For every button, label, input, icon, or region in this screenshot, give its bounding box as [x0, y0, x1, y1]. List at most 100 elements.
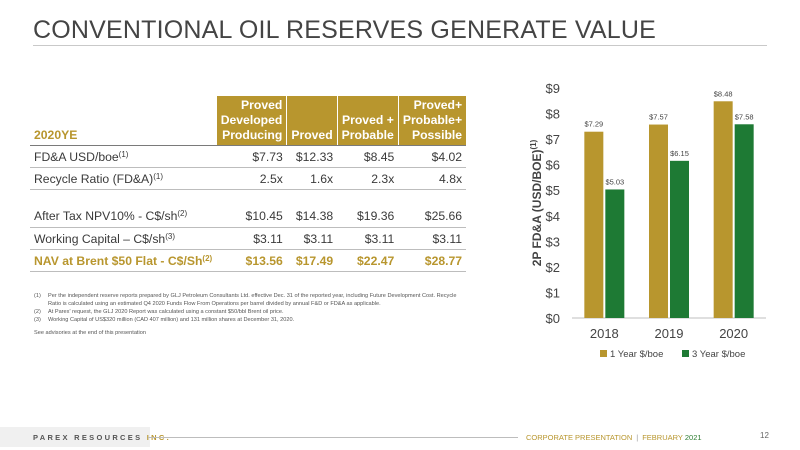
y-tick-label: $2: [546, 260, 560, 275]
bar-one-year: [649, 124, 668, 318]
data-label: $6.15: [670, 149, 689, 158]
fda-bar-chart: $0 $1 $2 $3 $4 $5 $6 $7 $8 $9 2P FD&A (USD/BOE)(1)…: [529, 81, 766, 360]
y-tick-label: $5: [546, 183, 560, 198]
data-label: $7.29: [584, 120, 603, 129]
row-label-text: After Tax NPV10% - C$/sh: [34, 209, 178, 224]
row-footnote-ref: (3): [165, 231, 175, 241]
y-axis-title-footnote: (1): [529, 139, 538, 149]
table-row-nav: NAV at Brent $50 Flat - C$/Sh(2) $13.56 …: [30, 249, 467, 272]
title-divider: [33, 45, 767, 46]
spacer-cell: [30, 190, 466, 206]
x-tick-label: 2018: [590, 326, 619, 341]
table-cell: 1.6x: [286, 167, 338, 190]
table-cell: $17.49: [286, 249, 338, 272]
bar-three-year: [734, 124, 754, 319]
bar-one-year: [584, 131, 604, 318]
table-row: After Tax NPV10% - C$/sh(2) $10.45 $14.3…: [30, 205, 467, 228]
y-tick-label: $1: [546, 285, 560, 300]
table-cell: $8.45: [337, 145, 399, 168]
table-cell: $3.11: [398, 227, 467, 250]
table-cell: $19.36: [337, 205, 399, 228]
legend-swatch: [682, 350, 689, 357]
advisory-note: See advisories at the end of this presen…: [34, 330, 146, 336]
y-tick-label: $8: [546, 107, 560, 122]
footer-separator: |: [636, 433, 639, 442]
row-label-text: NAV at Brent $50 Flat - C$/Sh: [34, 253, 203, 268]
footnote: (3) Working Capital of US$320 million (CA…: [34, 316, 464, 324]
data-label: $5.03: [605, 177, 624, 186]
bar-three-year: [605, 189, 625, 318]
row-label-text: FD&A USD/boe: [34, 149, 119, 164]
y-tick-label: $4: [546, 209, 560, 224]
reserves-table: 2020YE Proved Developed Producing Proved…: [30, 96, 467, 272]
table-cell: $12.33: [286, 145, 338, 168]
footnote-text: Per the independent reserve reports prep…: [48, 293, 457, 307]
footer-divider: [148, 437, 518, 438]
y-tick-label: $3: [546, 234, 560, 249]
bar-three-year: [670, 160, 689, 318]
table-cell: 4.8x: [398, 167, 467, 190]
table-cell: $22.47: [337, 249, 399, 272]
footer-month: FEBRUARY: [642, 433, 683, 442]
table-header-2p: Proved + Probable: [337, 96, 399, 146]
table-header-year: 2020YE: [30, 96, 217, 146]
bar-one-year: [713, 101, 733, 319]
row-footnote-ref: (1): [153, 171, 163, 181]
table-header-proved: Proved: [286, 96, 338, 146]
table-cell: 2.5x: [216, 167, 287, 190]
page-number: 12: [760, 431, 769, 440]
table-header-3p: Proved+ Probable+ Possible: [398, 96, 467, 146]
table-header-row: 2020YE Proved Developed Producing Proved…: [30, 96, 467, 146]
footnote-number: (3): [34, 317, 41, 323]
y-axis-title: 2P FD&A (USD/BOE)(1): [529, 139, 544, 266]
row-label-text: Recycle Ratio (FD&A): [34, 171, 154, 186]
footnotes: (1) Per the independent reserve reports p…: [34, 292, 464, 337]
legend-label: 1 Year $/boe: [610, 349, 663, 360]
table-cell: $4.02: [398, 145, 467, 168]
table-row: FD&A USD/boe(1) $7.73 $12.33 $8.45 $4.02: [30, 145, 467, 168]
y-tick-label: $0: [546, 311, 560, 326]
row-label: Recycle Ratio (FD&A)(1): [30, 167, 217, 190]
row-label-text: Working Capital – C$/sh: [34, 231, 166, 246]
footnote-number: (1): [34, 293, 41, 299]
table-cell: 2.3x: [337, 167, 399, 190]
row-footnote-ref: (2): [177, 209, 188, 219]
row-label: NAV at Brent $50 Flat - C$/Sh(2): [30, 249, 217, 272]
footnote-number: (2): [34, 309, 41, 315]
header-3p-text: Proved+ Probable+ Possible: [402, 98, 463, 142]
table-cell: $10.45: [216, 205, 287, 228]
row-footnote-ref: (1): [118, 149, 129, 159]
x-tick-label: 2020: [719, 326, 748, 341]
table-cell: $7.73: [216, 145, 287, 168]
x-tick-label: 2019: [655, 326, 684, 341]
data-label: $7.58: [735, 112, 754, 121]
slide-title: CONVENTIONAL OIL RESERVES GENERATE VALUE: [33, 16, 656, 44]
table-row: Working Capital – C$/sh(3) $3.11 $3.11 $…: [30, 227, 467, 250]
row-label: Working Capital – C$/sh(3): [30, 227, 217, 250]
legend-swatch: [600, 350, 607, 357]
table-header-pdp: Proved Developed Producing: [216, 96, 288, 146]
footer-brand-bar: [0, 427, 150, 447]
table-row: Recycle Ratio (FD&A)(1) 2.5x 1.6x 2.3x 4…: [30, 167, 467, 190]
data-label: $8.48: [714, 89, 733, 98]
table-spacer-row: [30, 190, 466, 206]
row-label: After Tax NPV10% - C$/sh(2): [30, 205, 217, 228]
brand-name: PAREX RESOURCES: [33, 433, 143, 442]
y-tick-label: $9: [546, 81, 560, 96]
row-label: FD&A USD/boe(1): [30, 145, 217, 168]
header-pdp-text: Proved Developed Producing: [220, 98, 283, 142]
table-cell: $28.77: [398, 249, 467, 272]
table-cell: $3.11: [216, 227, 287, 250]
table-cell: $3.11: [337, 227, 399, 250]
footer-doc-name: CORPORATE PRESENTATION: [526, 433, 633, 442]
y-tick-label: $7: [546, 132, 560, 147]
y-tick-label: $6: [546, 158, 560, 173]
table-cell: $14.38: [286, 205, 338, 228]
footer-year: 2021: [684, 433, 702, 442]
row-footnote-ref: (2): [202, 253, 213, 263]
footnote: (2) At Parex' request, the GLJ 2020 Repor…: [34, 308, 464, 316]
table-cell: $13.56: [216, 249, 287, 272]
table-cell: $3.11: [286, 227, 338, 250]
header-2p-text: Proved + Probable: [341, 113, 394, 142]
